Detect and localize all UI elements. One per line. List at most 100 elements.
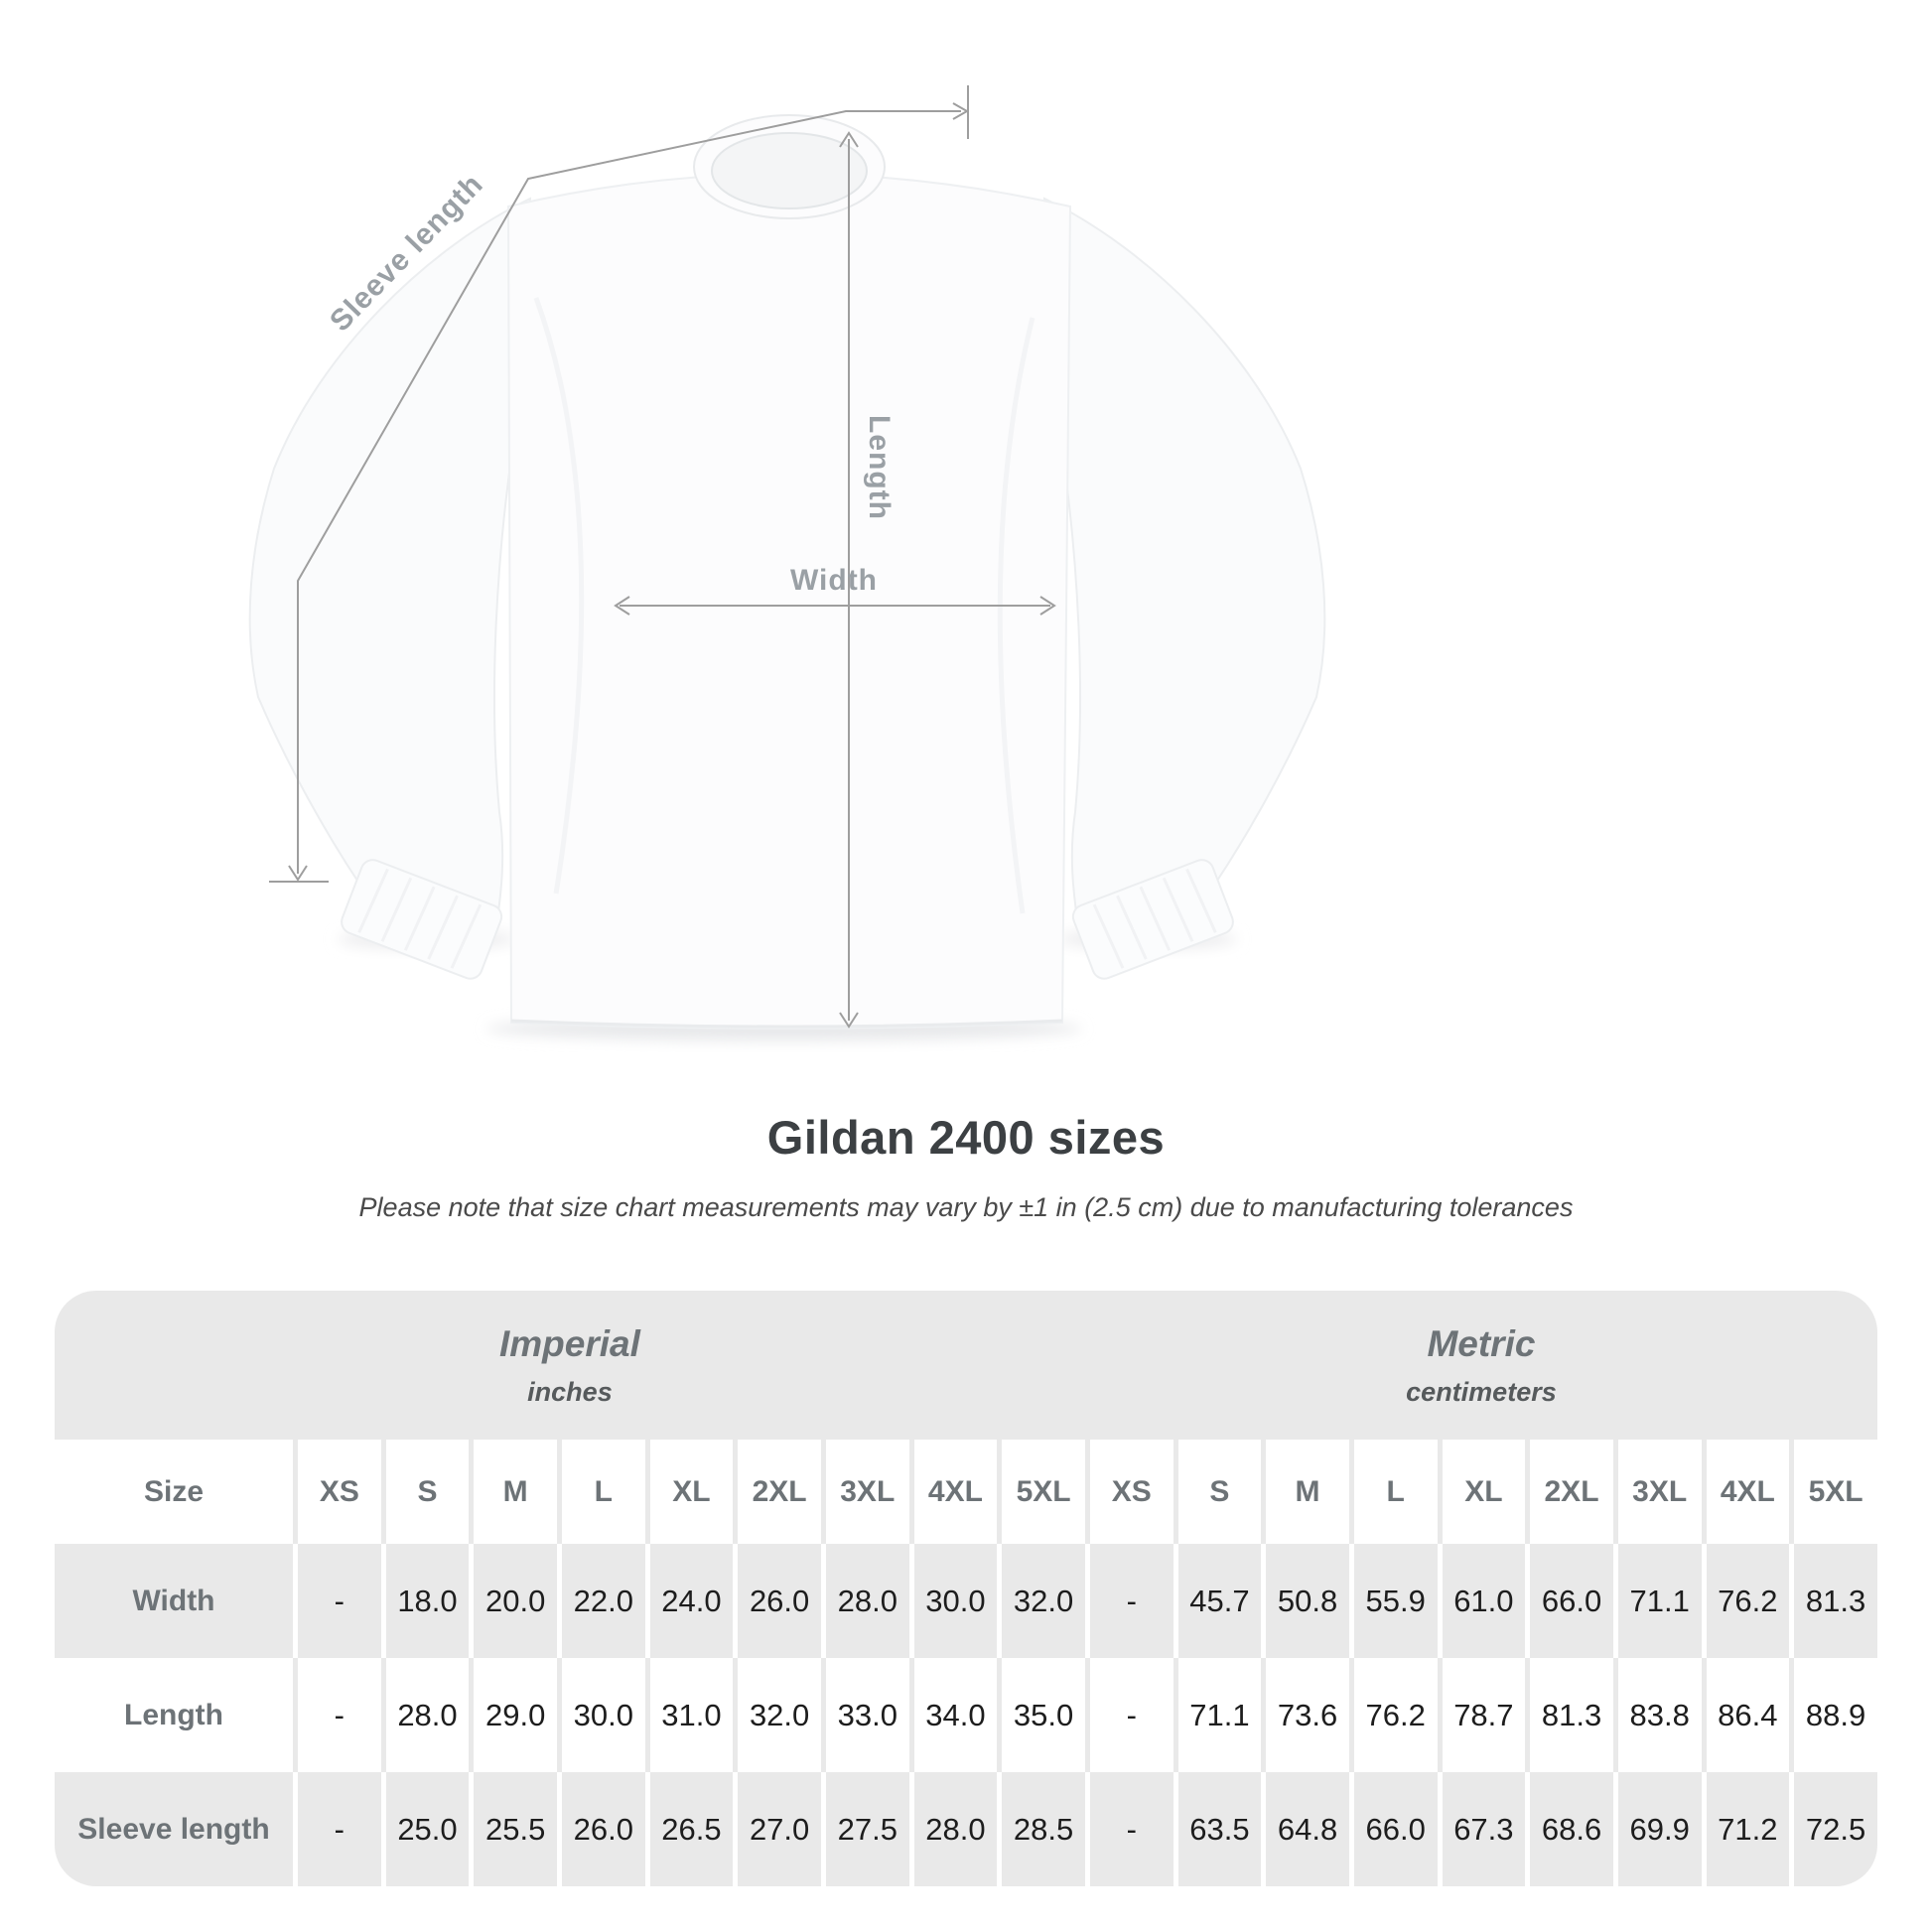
value-cell: 50.8 <box>1261 1544 1349 1658</box>
size-header-3xl: 3XL <box>1612 1440 1702 1544</box>
size-header-4xl: 4XL <box>1701 1440 1790 1544</box>
arrowhead-down-icon <box>839 1012 859 1029</box>
value-cell: 26.0 <box>733 1544 821 1658</box>
row-label: Sleeve length <box>55 1772 293 1886</box>
hem-line <box>510 1019 1063 1029</box>
value-cell: 71.2 <box>1701 1772 1790 1886</box>
value-cell: 69.9 <box>1612 1772 1702 1886</box>
value-cell: 25.5 <box>469 1772 557 1886</box>
value-cell: 28.0 <box>820 1544 909 1658</box>
value-cell: 68.6 <box>1525 1772 1613 1886</box>
measurement-row-length: Length -28.0 29.0 30.0 31.0 32.0 33.0 34.0 35.0-… <box>55 1658 1877 1772</box>
value-cell: 22.0 <box>556 1544 645 1658</box>
imperial-unit: inches <box>527 1376 613 1407</box>
value-cell: 24.0 <box>644 1544 734 1658</box>
size-header-m: M <box>1261 1440 1349 1544</box>
value-cell: 32.0 <box>997 1544 1085 1658</box>
metric-unit: centimeters <box>1406 1376 1557 1407</box>
value-cell: 25.0 <box>380 1772 470 1886</box>
unit-band-row: Imperial inches Metric centimeters <box>55 1291 1877 1440</box>
wrinkle-line <box>533 297 585 895</box>
value-cell: 71.1 <box>1612 1544 1702 1658</box>
value-cell: 28.0 <box>908 1772 998 1886</box>
value-cell: - <box>1084 1544 1173 1658</box>
size-header-4xl: 4XL <box>908 1440 998 1544</box>
metric-title: Metric <box>1427 1322 1536 1364</box>
right-sleeve <box>1042 197 1326 939</box>
value-cell: 28.5 <box>997 1772 1085 1886</box>
value-cell: 34.0 <box>908 1658 998 1772</box>
value-cell: - <box>1084 1772 1173 1886</box>
value-cell: 32.0 <box>733 1658 821 1772</box>
value-cell: 35.0 <box>997 1658 1085 1772</box>
value-cell: 88.9 <box>1789 1658 1877 1772</box>
value-cell: - <box>293 1544 381 1658</box>
value-cell: 66.0 <box>1525 1544 1613 1658</box>
size-header-2xl: 2XL <box>733 1440 821 1544</box>
arrowhead-right-icon <box>952 102 970 120</box>
collar-inner <box>711 132 868 209</box>
value-cell: 83.8 <box>1612 1658 1702 1772</box>
size-header-5xl: 5XL <box>1789 1440 1877 1544</box>
value-cell: 86.4 <box>1701 1658 1790 1772</box>
value-cell: - <box>1084 1658 1173 1772</box>
value-cell: 27.0 <box>733 1772 821 1886</box>
value-cell: 66.0 <box>1348 1772 1438 1886</box>
value-cell: 18.0 <box>380 1544 470 1658</box>
size-header-xs: XS <box>1084 1440 1173 1544</box>
value-cell: 72.5 <box>1789 1772 1877 1886</box>
value-cell: 73.6 <box>1261 1658 1349 1772</box>
value-cell: 76.2 <box>1348 1658 1438 1772</box>
size-header-xs: XS <box>293 1440 381 1544</box>
size-header-2xl: 2XL <box>1525 1440 1613 1544</box>
arrowhead-up-icon <box>839 131 859 148</box>
value-cell: 67.3 <box>1437 1772 1526 1886</box>
torso <box>506 173 1072 1030</box>
size-table: Imperial inches Metric centimeters Size X… <box>55 1291 1877 1886</box>
value-cell: 76.2 <box>1701 1544 1790 1658</box>
size-header-l: L <box>556 1440 645 1544</box>
length-label: Length <box>863 415 896 520</box>
size-header-row: Size XS S M L XL 2XL 3XL 4XL 5XL XS S M L XL 2XL 3XL 4XL 5… <box>55 1440 1877 1544</box>
value-cell: 26.0 <box>556 1772 645 1886</box>
value-cell: - <box>293 1772 381 1886</box>
imperial-band: Imperial inches <box>55 1291 1085 1440</box>
value-cell: 45.7 <box>1173 1544 1262 1658</box>
value-cell: 71.1 <box>1173 1658 1262 1772</box>
size-header-m: M <box>469 1440 557 1544</box>
value-cell: 61.0 <box>1437 1544 1526 1658</box>
value-cell: 28.0 <box>380 1658 470 1772</box>
value-cell: 64.8 <box>1261 1772 1349 1886</box>
measurement-row-sleeve-length: Sleeve length -25.0 25.5 26.0 26.5 27.0 27.5 28… <box>55 1772 1877 1886</box>
right-cuff <box>1071 859 1234 980</box>
value-cell: 31.0 <box>644 1658 734 1772</box>
page-subtitle: Please note that size chart measurements… <box>358 1192 1574 1222</box>
value-cell: 81.3 <box>1525 1658 1613 1772</box>
size-header-xl: XL <box>644 1440 734 1544</box>
size-header-xl: XL <box>1437 1440 1526 1544</box>
value-cell: 26.5 <box>644 1772 734 1886</box>
arrowhead-down-icon <box>288 865 308 882</box>
size-header-l: L <box>1348 1440 1438 1544</box>
value-cell: 55.9 <box>1348 1544 1438 1658</box>
size-header-s: S <box>380 1440 470 1544</box>
left-cuff <box>341 859 503 980</box>
sleeve-length-line <box>297 110 961 874</box>
shirt-diagram: Sleeve length Length Width <box>248 85 1326 1040</box>
size-header-3xl: 3XL <box>820 1440 909 1544</box>
left-sleeve <box>248 197 532 939</box>
value-cell: 27.5 <box>820 1772 909 1886</box>
arrowhead-left-icon <box>614 596 630 616</box>
heading-block: Gildan 2400 sizes Please note that size … <box>0 1110 1932 1223</box>
value-cell: - <box>293 1658 381 1772</box>
value-cell: 20.0 <box>469 1544 557 1658</box>
measurement-row-width: Width -18.0 20.0 22.0 24.0 26.0 28.0 30.0 32.0-4… <box>55 1544 1877 1658</box>
value-cell: 30.0 <box>556 1658 645 1772</box>
size-column-header: Size <box>55 1440 293 1544</box>
size-header-s: S <box>1173 1440 1262 1544</box>
arrowhead-right-icon <box>1039 596 1056 616</box>
row-label: Width <box>55 1544 293 1658</box>
width-label: Width <box>789 564 879 597</box>
metric-band: Metric centimeters <box>1084 1291 1877 1440</box>
